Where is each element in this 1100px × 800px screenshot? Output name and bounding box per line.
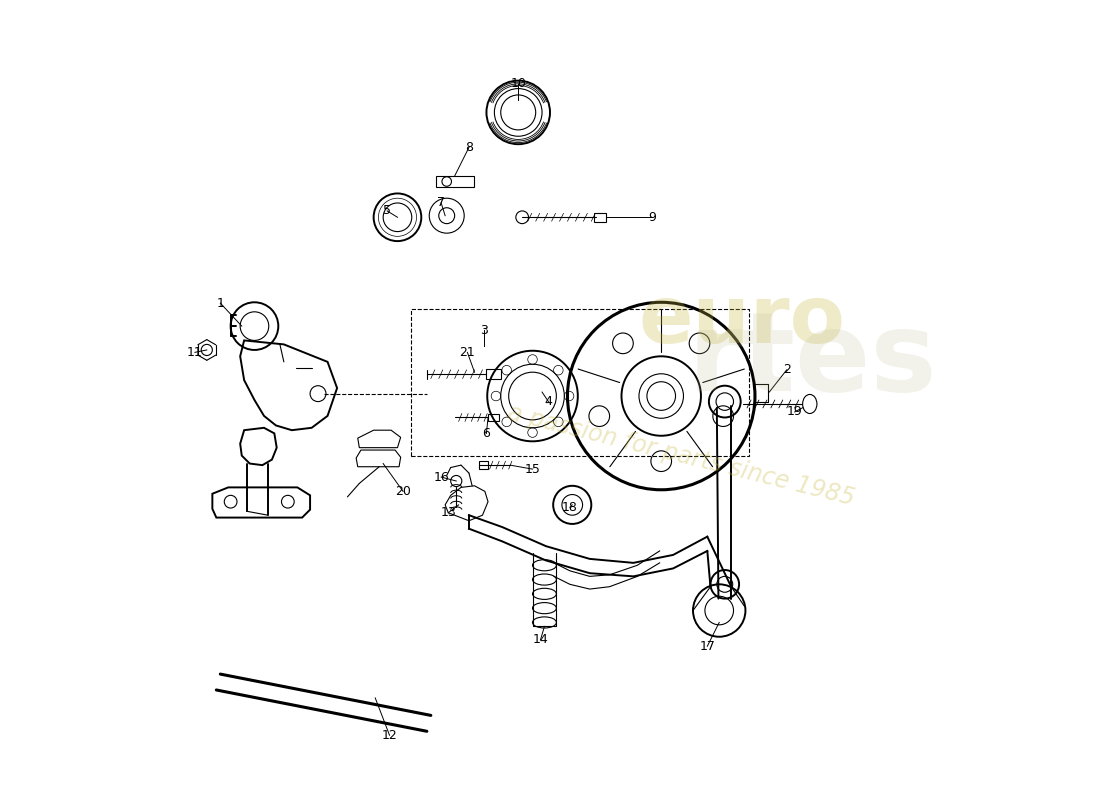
Text: 18: 18: [562, 501, 578, 514]
Text: 17: 17: [700, 640, 715, 653]
Text: 2: 2: [783, 363, 791, 376]
Text: euro: euro: [639, 282, 846, 359]
Bar: [411, 309, 749, 456]
Ellipse shape: [803, 394, 817, 414]
Text: 19: 19: [786, 406, 803, 418]
Bar: [486, 369, 500, 378]
Text: 20: 20: [395, 485, 411, 498]
Text: 5: 5: [383, 205, 392, 218]
Text: rtes: rtes: [688, 306, 937, 414]
Text: 14: 14: [532, 634, 548, 646]
Text: 21: 21: [460, 346, 475, 359]
Text: 4: 4: [544, 395, 552, 408]
Text: 15: 15: [525, 462, 540, 476]
Text: 3: 3: [480, 323, 488, 337]
Text: 1: 1: [217, 297, 224, 310]
Text: 9: 9: [648, 210, 656, 224]
Text: 7: 7: [437, 197, 446, 210]
Text: 6: 6: [483, 427, 491, 440]
Text: 10: 10: [510, 78, 526, 90]
Text: 8: 8: [465, 141, 473, 154]
Text: 12: 12: [382, 729, 397, 742]
Text: a passion for parts since 1985: a passion for parts since 1985: [505, 401, 857, 510]
Text: 11: 11: [187, 346, 202, 359]
Bar: [594, 213, 606, 222]
Bar: [488, 414, 499, 422]
Text: 16: 16: [433, 470, 449, 483]
Text: 13: 13: [440, 506, 456, 519]
Bar: [478, 461, 488, 469]
